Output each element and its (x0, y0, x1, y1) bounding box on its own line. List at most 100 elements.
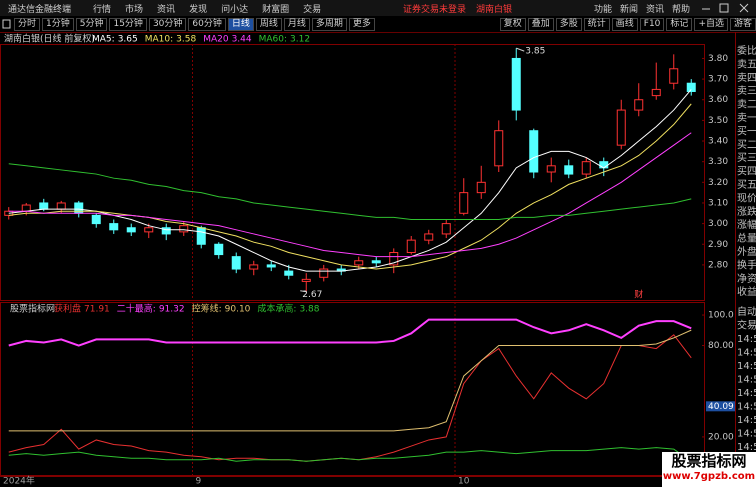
period-button[interactable]: 月线 (283, 17, 310, 31)
side-time-label: 交易 (737, 319, 756, 332)
notice[interactable]: 证券交易未登录 (403, 4, 467, 15)
indicator-line (8, 329, 692, 432)
tool-button[interactable]: 叠加 (527, 17, 554, 31)
menu-item[interactable]: 交易 (303, 4, 322, 15)
period-button[interactable]: 60分钟 (188, 17, 226, 31)
indicator-line (8, 318, 692, 347)
tool-button[interactable]: 多股 (555, 17, 582, 31)
watermark-name: 股票指标网 (671, 452, 747, 470)
period-button[interactable]: 更多 (348, 17, 375, 31)
quote-label: 买四 (737, 166, 756, 178)
candle-body (511, 57, 521, 111)
candle-body (196, 227, 206, 245)
period-button[interactable]: 5分钟 (75, 17, 108, 31)
watermark-url: www.7gpzb.com (662, 471, 756, 482)
quote-label: 现价 (737, 192, 756, 204)
quote-label: 买二 (737, 139, 756, 151)
tool-button[interactable]: 标记 (666, 17, 693, 31)
watermark: 股票指标网 www.7gpzb.com (662, 452, 756, 487)
candle-body (74, 202, 84, 214)
indicator-panel-frame (0, 302, 705, 476)
legend-name: MA10: (145, 35, 173, 45)
menu-item[interactable]: 问小达 (221, 4, 249, 15)
quote-label: 卖四 (737, 72, 756, 84)
quote-label: 卖一 (737, 112, 756, 124)
candle-body (161, 227, 171, 235)
x-tick-label: 9 (196, 477, 202, 487)
legend-name: 控筹线: (192, 303, 222, 315)
quote-label: 买三 (737, 152, 756, 164)
menu-item[interactable]: 行情 (93, 4, 112, 15)
y-tick-label: 2.90 (708, 240, 728, 250)
low-pointer (300, 290, 307, 293)
side-time-label: 14:50 (737, 348, 756, 359)
y-tick-label: 3.80 (708, 54, 728, 64)
legend-value: 3.58 (176, 35, 196, 45)
quote-label: 卖二 (737, 99, 756, 111)
candle-body (494, 130, 504, 167)
candle-body (144, 227, 154, 233)
menu-icon[interactable] (0, 16, 12, 32)
legend-name: MA20 (203, 35, 229, 45)
tool-button[interactable]: 复权 (499, 17, 526, 31)
menu-item[interactable]: 资讯 (157, 4, 176, 15)
chart-area: 委比卖五卖四卖三卖二卖一买一买二买三买四买五现价涨跌涨幅总量外盘换手净资收益自动… (0, 32, 756, 487)
right-menu-item[interactable]: 资讯 (645, 4, 664, 15)
tool-button[interactable]: 统计 (583, 17, 610, 31)
quote-label: 买五 (737, 179, 756, 191)
quote-label: 收益 (737, 285, 756, 298)
tool-button[interactable]: +自选 (694, 17, 728, 31)
quote-label: 卖三 (737, 85, 756, 97)
candle-body (214, 243, 224, 256)
legend-name: MA5: (92, 35, 115, 45)
period-button[interactable]: 15分钟 (109, 17, 147, 31)
menu-item[interactable]: 财富圈 (262, 4, 290, 15)
candle-body (354, 260, 364, 266)
moving-average-line (8, 89, 692, 272)
menu-item[interactable]: 市场 (125, 4, 144, 15)
period-button[interactable]: 多周期 (311, 17, 347, 31)
candle-body (599, 161, 609, 169)
period-button[interactable]: 分时 (14, 17, 41, 31)
y-tick-label: 100.0 (708, 311, 734, 321)
candle-body (459, 192, 469, 214)
high-annotation: 3.85 (525, 47, 545, 57)
indicator-line (8, 447, 692, 462)
candle-body (371, 260, 381, 264)
right-menu-item[interactable]: 新闻 (619, 4, 638, 15)
notice[interactable]: 湖南白银 (476, 4, 513, 15)
candle-body (266, 264, 276, 268)
tool-button[interactable]: 游客 (729, 17, 756, 31)
candle-body (441, 223, 451, 235)
y-tick-label: 3.70 (708, 75, 728, 85)
high-pointer (516, 47, 525, 52)
moving-average-line (8, 132, 692, 258)
quote-label: 买一 (737, 125, 756, 137)
y-tick-label: 3.30 (708, 157, 728, 167)
right-menu-item[interactable]: 帮助 (671, 4, 690, 15)
y-tick-label: 3.10 (708, 198, 728, 208)
tool-button[interactable]: 画线 (611, 17, 638, 31)
quote-label: 外盘 (737, 245, 756, 258)
candle-body (91, 214, 101, 225)
right-menu-item[interactable]: 功能 (593, 4, 612, 15)
legend-name: 二十最高: (117, 303, 156, 315)
menu-item[interactable]: 发现 (189, 4, 208, 15)
candle-body (231, 256, 241, 270)
window-controls[interactable] (694, 0, 756, 16)
candle-body (424, 233, 434, 241)
candle-body (109, 223, 119, 231)
period-button[interactable]: 1分钟 (42, 17, 74, 31)
legend-name: 成本承高: (257, 303, 296, 315)
period-button[interactable]: 30分钟 (148, 17, 187, 31)
x-tick-label: 10 (458, 477, 470, 487)
period-button[interactable]: 日线 (227, 17, 254, 31)
candle-body (651, 88, 661, 97)
legend-value: 3.88 (299, 305, 319, 315)
quote-label: 换手 (737, 258, 756, 271)
tool-button[interactable]: F10 (639, 17, 665, 31)
indicator-line (8, 334, 692, 462)
legend-value: 3.65 (118, 35, 138, 45)
x-tick-label: 2024年 (3, 475, 35, 487)
period-button[interactable]: 周线 (255, 17, 282, 31)
